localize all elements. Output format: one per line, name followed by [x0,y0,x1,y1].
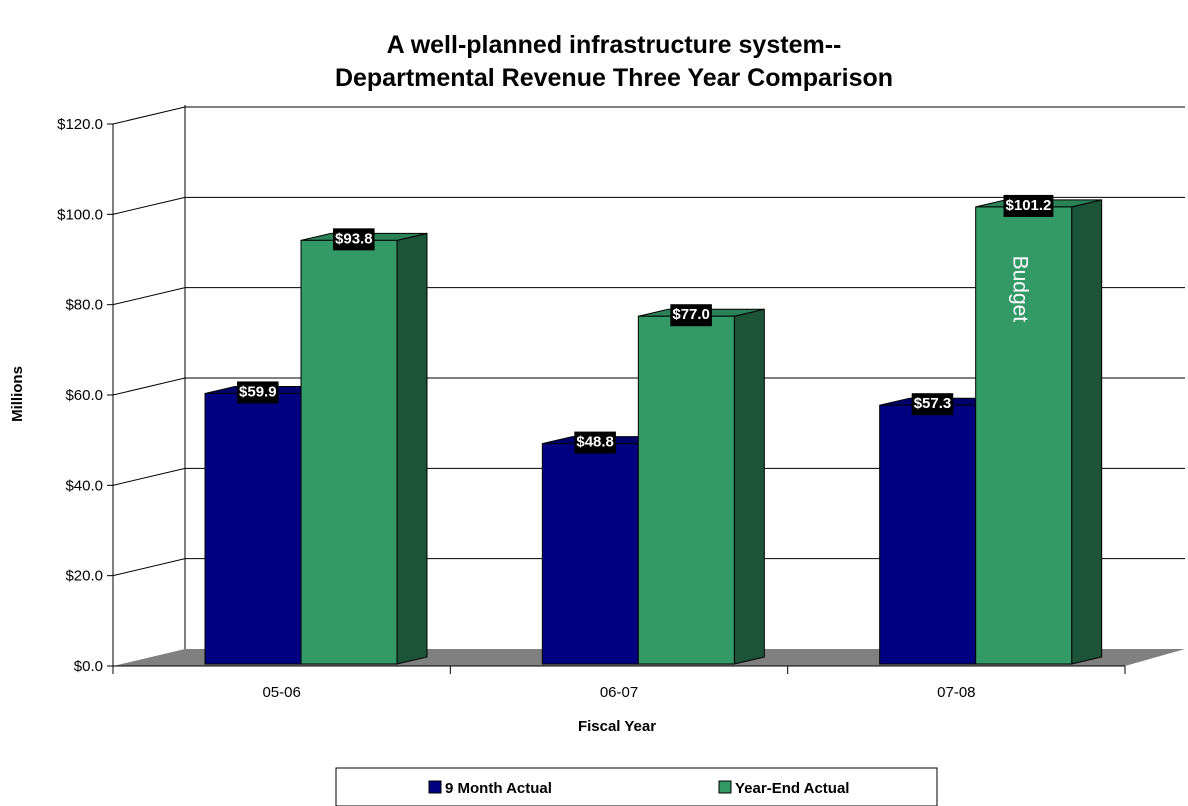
x-tick-label: 05-06 [262,684,300,701]
data-label: $77.0 [670,304,712,327]
gridlines [112,106,1185,577]
x-axis-title: Fiscal Year [578,718,656,735]
data-label: $101.2 [1003,194,1054,217]
y-tick-label: $20.0 [65,568,103,585]
axes: $0.0 $20.0 $40.0 $60.0 $80.0 $100.0 $120.0 05-0… [57,116,1126,701]
svg-text:$101.2: $101.2 [1006,197,1052,214]
gridline [112,558,1185,577]
svg-text:$77.0: $77.0 [672,306,710,323]
y-tick-label: $0.0 [74,658,103,675]
legend-swatch-year-end-actual [718,780,732,794]
bars [204,199,1103,665]
data-label: $48.8 [574,431,616,454]
gridline [112,196,1185,215]
legend-swatch-9-month-actual [428,780,442,794]
y-tick-label: $100.0 [57,206,103,223]
y-tick-label: $120.0 [57,116,103,133]
legend-label-9-month-actual: 9 Month Actual [445,780,552,797]
svg-text:$57.3: $57.3 [914,395,952,412]
data-label: $93.8 [333,228,375,251]
legend: 9 Month Actual Year-End Actual [335,767,938,806]
gridline [112,467,1185,486]
data-label: $59.9 [237,381,279,404]
gridline [112,106,1185,125]
chart-title: A well-planned infrastructure system-- [387,31,842,59]
data-labels: $59.9 $93.8 $48.8 $77.0 $57.3 $101.2 Budget [237,194,1054,454]
y-tick-label: $60.0 [65,387,103,404]
bar [300,232,428,665]
x-tick-label: 06-07 [600,684,638,701]
y-tick-label: $40.0 [65,477,103,494]
y-axis-title: Millions [9,366,26,422]
x-tick-label: 07-08 [937,684,975,701]
gridline [112,377,1185,396]
chart-subtitle: Departmental Revenue Three Year Comparis… [335,64,893,92]
svg-text:$59.9: $59.9 [239,383,277,400]
gridline [112,287,1185,306]
bar [975,199,1103,665]
budget-annotation: Budget [1009,256,1032,323]
data-label: $57.3 [911,393,954,416]
y-tick-label: $80.0 [65,297,103,314]
svg-text:$48.8: $48.8 [576,434,614,451]
legend-box [335,767,938,806]
svg-text:$93.8: $93.8 [335,230,373,247]
bar [637,308,765,665]
legend-label-year-end-actual: Year-End Actual [735,780,849,797]
